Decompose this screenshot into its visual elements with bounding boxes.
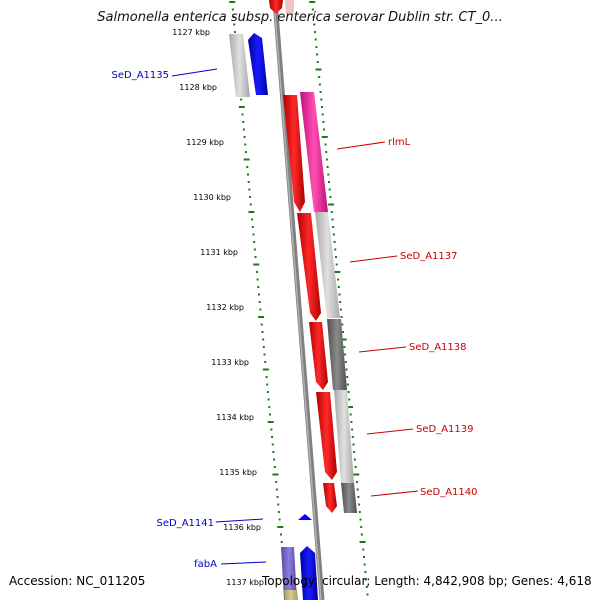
gene-arrow-SeD_A1141 xyxy=(298,514,312,520)
gc-ring-outer xyxy=(309,1,369,596)
gene-SeD_A1137-cog xyxy=(315,212,340,318)
tick-label: 1128 kbp xyxy=(179,83,217,92)
gene-arrow-top xyxy=(269,0,283,14)
gene-arrow-rlmL xyxy=(283,95,305,212)
gene-fabA-tan xyxy=(284,590,298,600)
gene-label-fabA: fabA xyxy=(194,559,217,570)
map-title: Salmonella enterica subsp. enterica sero… xyxy=(97,10,503,25)
tick-label: 1127 kbp xyxy=(172,28,210,37)
gene-arrow-top-pink xyxy=(285,0,294,14)
tick-label: 1132 kbp xyxy=(206,303,244,312)
tick-label: 1134 kbp xyxy=(216,413,254,422)
gene-arrow-SeD_A1135 xyxy=(248,33,268,95)
tick-label: 1137 kbp xyxy=(226,578,264,587)
gene-label-SeD_A1139: SeD_A1139 xyxy=(416,424,474,435)
tick-label: 1129 kbp xyxy=(186,138,224,147)
gene-arrow-SeD_A1137 xyxy=(297,213,321,321)
gene-arrow-SeD_A1138 xyxy=(309,322,328,390)
tick-label: 1136 kbp xyxy=(223,523,261,532)
gene-arrow-fabA xyxy=(300,546,318,600)
gene-rlmL-cog xyxy=(300,92,328,212)
gene-arrow-SeD_A1139 xyxy=(316,392,337,480)
backbone-highlight xyxy=(273,0,322,601)
label-leaders xyxy=(171,68,419,565)
gene-SeD_A1135-shadow xyxy=(229,34,250,97)
genome-summary-text: Topology: circular; Length: 4,842,908 bp… xyxy=(262,574,592,588)
tick-label: 1135 kbp xyxy=(219,468,257,477)
tick-label: 1130 kbp xyxy=(193,193,231,202)
gene-label-rlmL: rlmL xyxy=(388,137,411,148)
gene-label-SeD_A1135: SeD_A1135 xyxy=(112,70,170,81)
accession-text: Accession: NC_011205 xyxy=(9,574,146,588)
genome-backbone xyxy=(272,0,325,601)
gene-SeD_A1140-cog xyxy=(341,483,357,513)
gene-arrow-SeD_A1140 xyxy=(323,483,337,513)
gene-label-SeD_A1141: SeD_A1141 xyxy=(157,518,215,529)
tick-label: 1133 kbp xyxy=(211,358,249,367)
gene-label-SeD_A1138: SeD_A1138 xyxy=(409,342,467,353)
scale-ticks: 1127 kbp 1128 kbp 1129 kbp 1130 kbp 1131… xyxy=(172,28,264,587)
gene-fabA-cog xyxy=(281,547,297,600)
gene-label-SeD_A1137: SeD_A1137 xyxy=(400,251,458,262)
tick-label: 1131 kbp xyxy=(200,248,238,257)
gene-SeD_A1139-cog xyxy=(334,390,354,483)
gene-SeD_A1138-cog xyxy=(327,319,347,390)
gene-label-SeD_A1140: SeD_A1140 xyxy=(420,487,478,498)
